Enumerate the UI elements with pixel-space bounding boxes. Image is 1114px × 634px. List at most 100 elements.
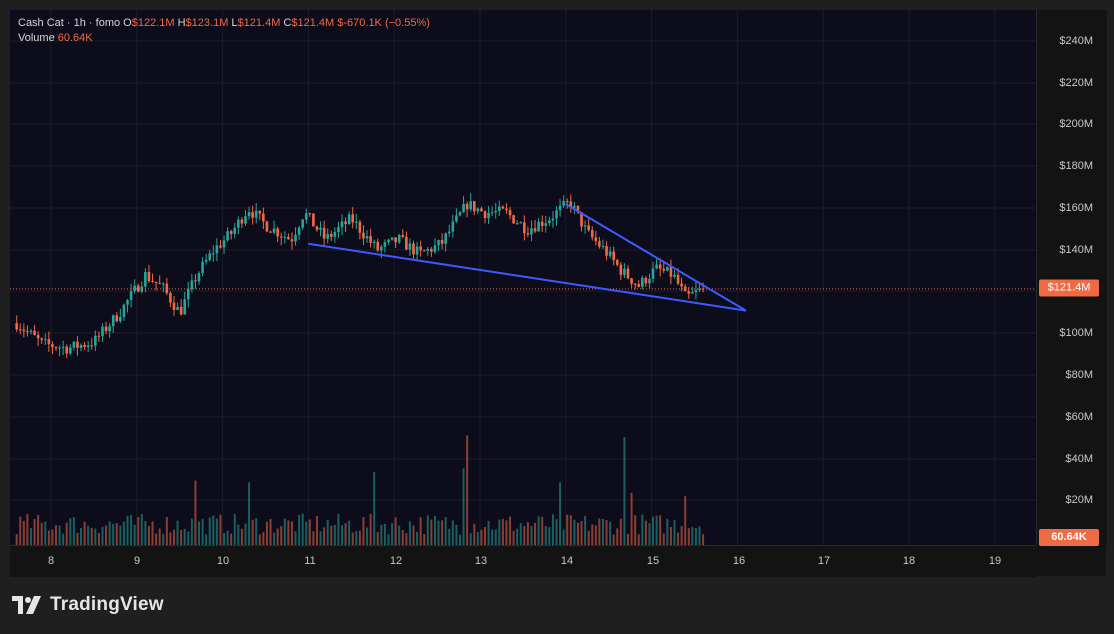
trendline[interactable] [565, 203, 747, 312]
volume-bar [376, 531, 379, 545]
volume-bar [33, 519, 36, 545]
y-tick-label: $180M [1059, 160, 1093, 172]
candle-body [36, 335, 40, 339]
volume-bar [97, 533, 100, 545]
volume-bar [29, 528, 32, 545]
volume-bar [323, 527, 326, 545]
candle-body [662, 268, 666, 271]
candle-body [222, 240, 226, 248]
candle-body [65, 346, 69, 354]
volume-bar [562, 529, 565, 545]
candle-body [408, 243, 412, 250]
volume-bar [351, 532, 354, 545]
candle-body [115, 315, 119, 322]
candle-body [208, 253, 212, 260]
volume-bar [680, 525, 683, 545]
candle-body [43, 339, 47, 341]
candle-body [308, 213, 312, 215]
volume-bar [487, 520, 490, 545]
candle-body [183, 299, 187, 315]
volume-bar [408, 521, 411, 545]
volume-bar [512, 530, 515, 545]
price-axis[interactable]: $240M $220M $200M $180M $160M $140M $121… [1036, 10, 1107, 546]
volume-bar [437, 520, 440, 545]
volume-bar [37, 514, 40, 545]
volume-bar [187, 531, 190, 545]
candle-body [691, 292, 694, 294]
candle-body [169, 293, 172, 303]
candle-body [698, 288, 701, 291]
volume-bar [269, 518, 272, 545]
volume-bar [169, 532, 172, 545]
candle-body [179, 306, 183, 315]
volume-bar [194, 480, 197, 545]
volume-bar [172, 529, 175, 545]
legend-open-label: O [123, 17, 132, 29]
candlestick-chart[interactable] [10, 10, 1036, 545]
volume-bar [551, 514, 554, 545]
tradingview-logo-icon [12, 596, 41, 614]
volume-bar [337, 513, 340, 545]
volume-bar [480, 529, 483, 545]
plot-area[interactable]: Cash Cat · 1h · fomo O$122.1M H$123.1M L… [10, 10, 1036, 545]
volume-bar [326, 520, 329, 545]
volume-bar [433, 515, 436, 545]
candle-body [233, 227, 237, 234]
y-tick-label: $100M [1059, 327, 1093, 339]
volume-bar [419, 517, 422, 545]
volume-bar [265, 521, 268, 545]
candle-body [154, 281, 158, 284]
trendline[interactable] [308, 242, 747, 312]
volume-bar [484, 527, 487, 545]
candle-body [204, 259, 208, 262]
volume-bar [223, 533, 226, 545]
candle-body [447, 231, 451, 234]
candle-body [297, 227, 301, 235]
volume-bar [451, 520, 454, 545]
candle-body [401, 235, 405, 237]
legend-high-value: $123.1M [185, 17, 229, 29]
candle-body [344, 221, 347, 225]
volume-bar [341, 525, 344, 545]
volume-bar [240, 528, 243, 545]
chart-frame: Cash Cat · 1h · fomo O$122.1M H$123.1M L… [10, 10, 1107, 577]
candle-body [287, 236, 290, 240]
time-axis[interactable]: 8 9 10 11 12 13 14 15 16 17 18 19 [10, 545, 1036, 577]
candle-body [505, 208, 508, 211]
volume-bar [630, 492, 633, 545]
candle-body [394, 237, 397, 243]
volume-bar [687, 528, 690, 545]
volume-bar [587, 530, 590, 545]
candle-body [76, 341, 79, 348]
volume-bar [405, 533, 408, 545]
tradingview-brand[interactable]: TradingView [12, 592, 164, 618]
candle-body [251, 212, 254, 218]
volume-bar [691, 526, 694, 545]
legend-volume-label[interactable]: Volume [18, 32, 55, 44]
volume-bar [87, 525, 90, 545]
candle-body [612, 251, 616, 261]
volume-bar [637, 534, 640, 545]
volume-bar [133, 524, 136, 545]
volume-bar [55, 525, 58, 545]
candle-body [594, 237, 598, 242]
candle-body [190, 280, 194, 290]
volume-bar [580, 521, 583, 545]
candle-body [86, 345, 90, 347]
volume-bar [355, 530, 358, 545]
candle-body [451, 221, 455, 232]
volume-bar [627, 533, 630, 545]
volume-bar [151, 521, 154, 545]
volume-bar [566, 514, 569, 545]
volume-bar [94, 528, 97, 545]
volume-bar [584, 515, 587, 545]
legend-low-label: L [231, 17, 238, 29]
legend-symbol[interactable]: Cash Cat · 1h · fomo [18, 17, 121, 29]
volume-bar [155, 533, 158, 545]
candle-body [455, 215, 458, 222]
candle-body [490, 212, 494, 214]
candle-body [562, 201, 565, 206]
candle-body [333, 232, 337, 237]
volume-bar [273, 532, 276, 545]
candle-body [108, 326, 111, 332]
